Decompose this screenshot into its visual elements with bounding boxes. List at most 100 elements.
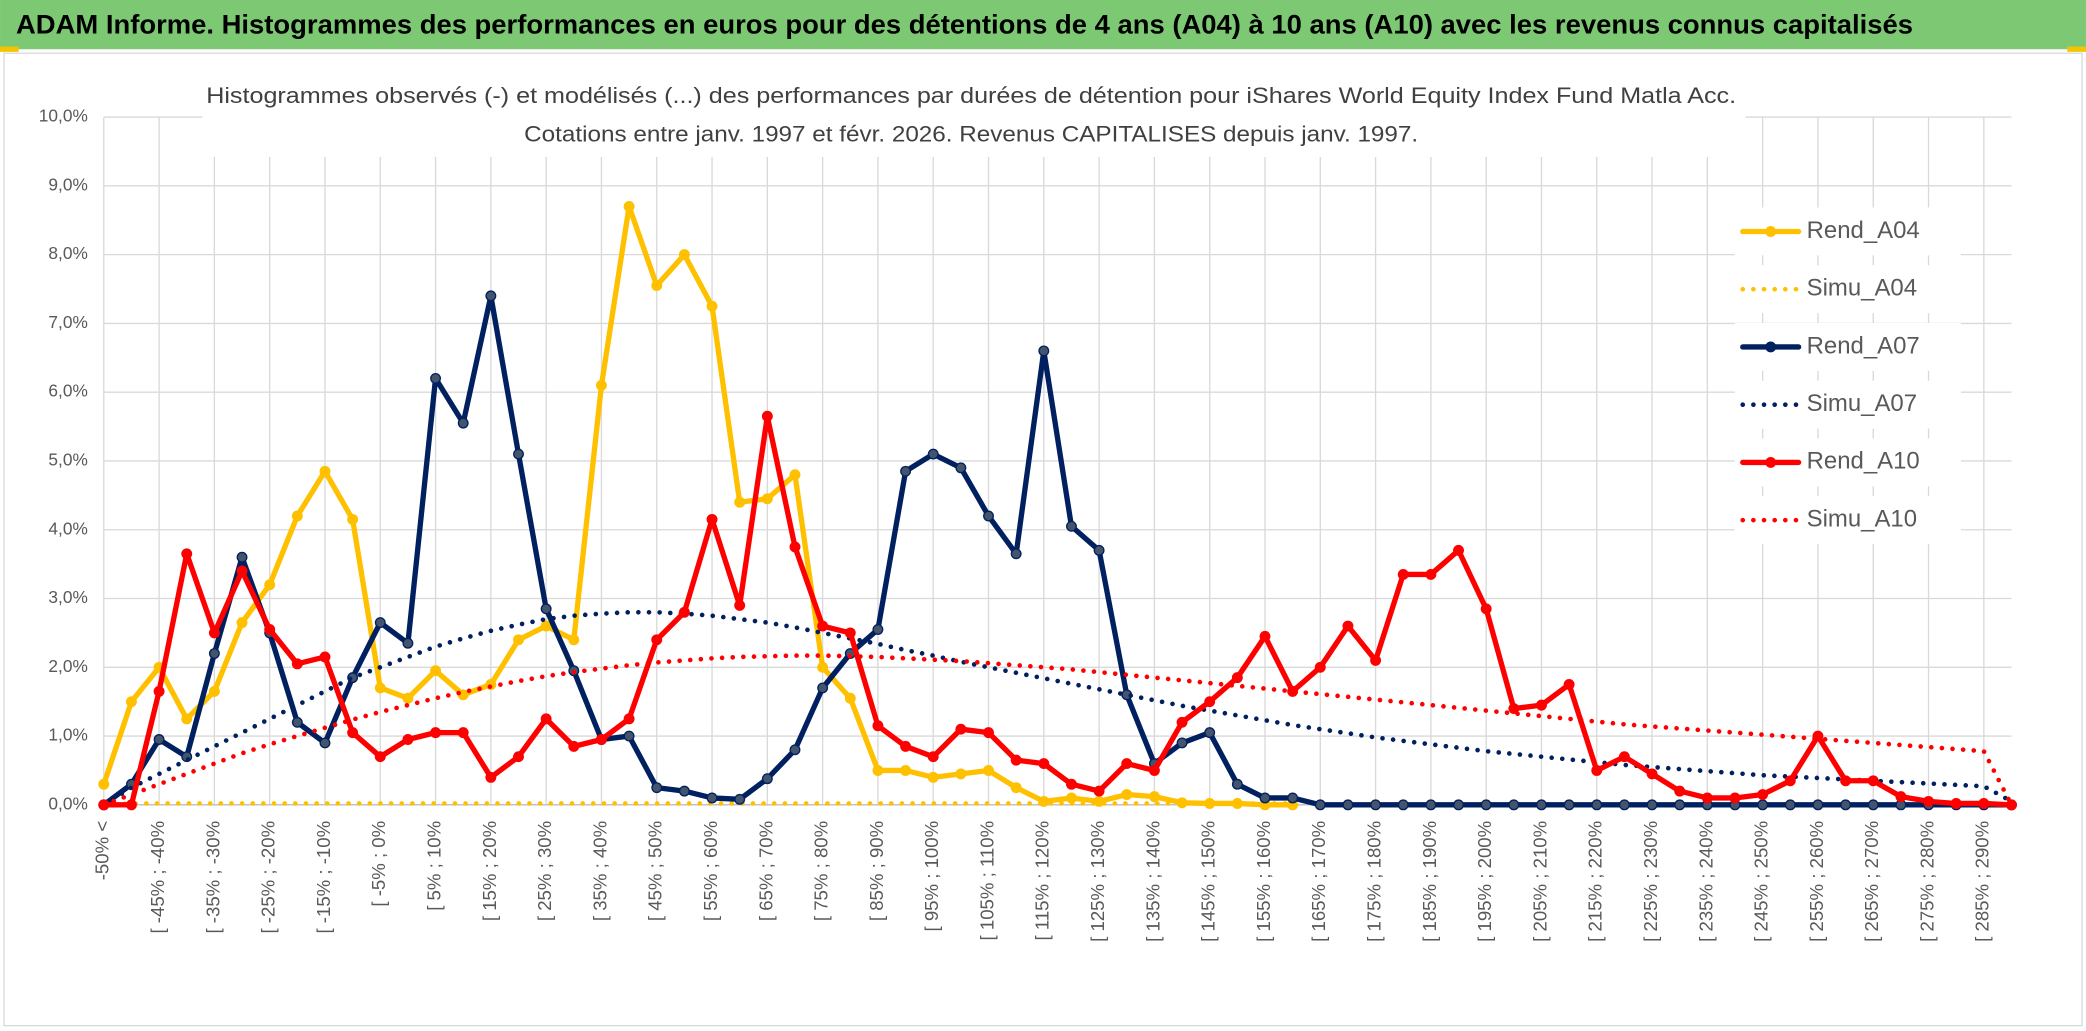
data-point: [1591, 799, 1603, 811]
y-tick-label: 2,0%: [48, 656, 87, 676]
data-point: [1204, 727, 1216, 739]
data-point: [1397, 799, 1409, 811]
y-tick-label: 10,0%: [39, 106, 88, 126]
data-point: [623, 201, 635, 212]
data-point: [1923, 795, 1934, 807]
data-point: [761, 493, 773, 505]
y-tick-label: 4,0%: [48, 518, 87, 538]
data-point: [1397, 568, 1409, 580]
x-tick-label: [ 115% ; 120%: [1032, 821, 1053, 941]
data-point: [513, 634, 524, 646]
data-point: [291, 716, 303, 728]
data-point: [1508, 703, 1520, 715]
data-point: [1674, 785, 1686, 797]
legend-label: Rend_A07: [1807, 332, 1920, 359]
data-point: [678, 785, 690, 797]
data-point: [1010, 754, 1022, 766]
data-point: [1646, 768, 1658, 780]
data-point: [651, 782, 663, 794]
data-point: [789, 744, 801, 756]
data-point: [983, 510, 994, 522]
data-point: [2006, 799, 2017, 811]
data-point: [651, 280, 663, 292]
data-point: [125, 799, 137, 811]
y-tick-label: 0,0%: [48, 793, 87, 813]
data-point: [1010, 782, 1022, 794]
x-tick-label: [ 145% ; 150%: [1198, 821, 1219, 942]
y-tick-label: 6,0%: [48, 381, 87, 401]
data-point: [374, 682, 386, 694]
x-tick-label: [ 255% ; 260%: [1806, 821, 1827, 942]
x-tick-label: [ 155% ; 160%: [1253, 821, 1274, 942]
chart-title: Histogrammes observés (-) et modélisés (…: [206, 83, 1736, 108]
data-point: [1148, 765, 1160, 776]
legend-label: Rend_A04: [1807, 217, 1920, 244]
data-point: [457, 727, 469, 739]
data-point: [1867, 775, 1879, 787]
data-point: [264, 624, 276, 635]
data-point: [678, 249, 690, 261]
data-point: [1591, 765, 1603, 776]
data-point: [374, 617, 386, 629]
data-point: [1646, 799, 1658, 811]
data-point: [1093, 544, 1105, 556]
legend-label: Simu_A04: [1807, 275, 1917, 302]
data-point: [513, 751, 524, 763]
data-point: [1674, 799, 1686, 811]
data-point: [485, 290, 497, 302]
data-point: [1812, 799, 1824, 811]
data-point: [1840, 799, 1852, 811]
data-point: [208, 648, 220, 659]
data-point: [1840, 775, 1852, 787]
data-point: [1121, 758, 1133, 770]
data-point: [1038, 758, 1050, 770]
data-point: [1757, 799, 1769, 811]
data-point: [623, 713, 635, 725]
data-point: [430, 372, 442, 384]
data-point: [927, 771, 939, 783]
legend-marker: [1765, 226, 1777, 237]
data-point: [1259, 792, 1271, 804]
x-tick-label: [ 265% ; 270%: [1861, 821, 1882, 942]
corner-accent: [0, 46, 19, 52]
data-point: [236, 617, 248, 629]
data-point: [1784, 775, 1796, 787]
y-tick-label: 1,0%: [48, 725, 87, 745]
data-point: [595, 379, 607, 391]
data-point: [264, 579, 276, 591]
page-title: ADAM Informe. Histogrammes des performan…: [16, 10, 1913, 40]
x-tick-label: [ 165% ; 170%: [1308, 821, 1329, 942]
data-point: [291, 658, 303, 670]
data-point: [457, 417, 469, 429]
data-point: [706, 513, 718, 525]
data-point: [1536, 799, 1547, 811]
data-point: [1978, 798, 1990, 809]
data-point: [1618, 751, 1630, 763]
data-point: [983, 765, 994, 776]
data-point: [1618, 799, 1630, 811]
data-point: [1563, 679, 1575, 690]
x-tick-label: [ 285% ; 290%: [1972, 821, 1993, 942]
legend-marker: [1765, 456, 1777, 468]
data-point: [1176, 716, 1188, 728]
data-point: [927, 448, 939, 460]
data-point: [1370, 799, 1382, 811]
data-point: [1231, 672, 1243, 684]
x-tick-label: [ 95% ; 100%: [921, 821, 942, 932]
x-tick-label: [ -15% ; -10%: [313, 821, 334, 934]
y-tick-label: 7,0%: [48, 312, 87, 332]
data-point: [955, 768, 967, 780]
legend-label: Simu_A07: [1807, 390, 1917, 417]
data-point: [1287, 792, 1299, 804]
data-point: [485, 771, 497, 783]
data-point: [1480, 799, 1492, 811]
data-point: [817, 682, 829, 694]
data-point: [347, 513, 359, 525]
y-tick-label: 9,0%: [48, 174, 87, 194]
chart-subtitle: Cotations entre janv. 1997 et févr. 2026…: [524, 122, 1418, 147]
data-point: [374, 751, 386, 763]
data-point: [872, 624, 884, 635]
x-tick-label: [ 275% ; 280%: [1916, 821, 1937, 942]
data-point: [900, 765, 912, 776]
x-tick-label: [ 195% ; 200%: [1474, 821, 1495, 942]
